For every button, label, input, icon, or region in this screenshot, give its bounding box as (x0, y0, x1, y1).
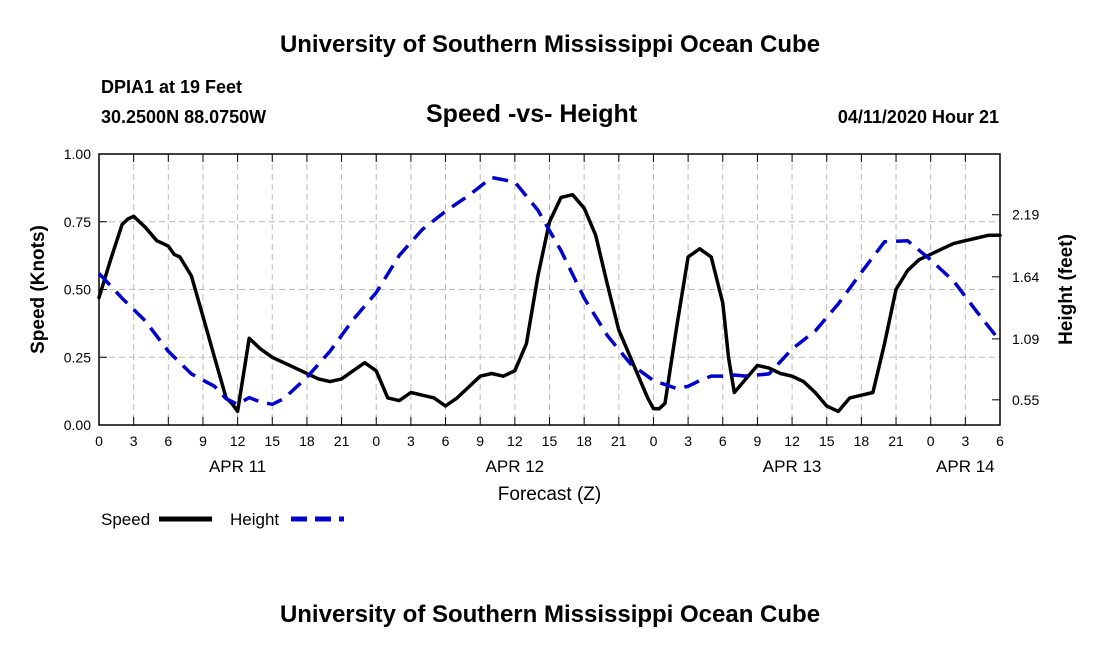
y2-axis-label: Height (feet) (1056, 234, 1077, 345)
y-axis-label: Speed (Knots) (28, 225, 49, 354)
y-tick-label-3: 0.75 (64, 214, 91, 230)
x-tick-label-19: 9 (754, 433, 762, 449)
x-tick-label-22: 18 (854, 433, 870, 449)
day-label-0: APR 11 (209, 457, 266, 476)
datetime-label: 04/11/2020 Hour 21 (837, 107, 999, 127)
y-tick-label-0: 0.00 (64, 417, 91, 433)
y-tick-label-4: 1.00 (64, 146, 91, 162)
x-tick-label-15: 21 (611, 433, 627, 449)
x-tick-label-10: 6 (442, 433, 450, 449)
x-tick-label-20: 12 (784, 433, 800, 449)
coordinates-label: 30.2500N 88.0750W (101, 107, 267, 127)
x-tick-label-26: 6 (996, 433, 1004, 449)
x-tick-label-12: 12 (507, 433, 523, 449)
x-tick-label-5: 15 (264, 433, 280, 449)
series-line-height (97, 175, 1002, 407)
y2-tick-label-3: 2.19 (1012, 207, 1039, 223)
x-tick-label-6: 18 (299, 433, 315, 449)
day-label-3: APR 14 (936, 457, 995, 476)
station-label: DPIA1 at 19 Feet (101, 77, 243, 97)
x-tick-label-25: 3 (961, 433, 969, 449)
x-tick-label-21: 15 (819, 433, 835, 449)
legend-label-speed: Speed (101, 510, 150, 529)
day-label-1: APR 12 (486, 457, 545, 476)
y-tick-label-1: 0.25 (64, 349, 91, 365)
y2-tick-label-1: 1.09 (1012, 331, 1039, 347)
x-tick-label-14: 18 (576, 433, 592, 449)
y2-tick-label-0: 0.55 (1012, 392, 1039, 408)
x-tick-label-4: 12 (230, 433, 246, 449)
x-tick-label-23: 21 (888, 433, 904, 449)
chart-title: Speed -vs- Height (426, 100, 638, 128)
x-tick-label-7: 21 (334, 433, 350, 449)
x-tick-label-17: 3 (684, 433, 692, 449)
x-tick-label-2: 6 (164, 433, 172, 449)
day-label-2: APR 13 (763, 457, 822, 476)
x-tick-label-1: 3 (130, 433, 138, 449)
x-tick-label-24: 0 (927, 433, 935, 449)
y-tick-label-2: 0.50 (64, 282, 91, 298)
top-title: University of Southern Mississippi Ocean… (279, 31, 821, 58)
x-tick-label-13: 15 (542, 433, 558, 449)
x-tick-label-18: 6 (719, 433, 727, 449)
x-tick-label-3: 9 (199, 433, 207, 449)
x-axis-label: Forecast (Z) (498, 484, 601, 505)
x-tick-label-0: 0 (95, 433, 103, 449)
legend-label-height: Height (230, 510, 279, 529)
bottom-title: University of Southern Mississippi Ocean… (279, 601, 821, 628)
y2-tick-label-2: 1.64 (1012, 269, 1039, 285)
x-tick-label-8: 0 (372, 433, 380, 449)
x-tick-label-9: 3 (407, 433, 415, 449)
x-tick-label-11: 9 (476, 433, 484, 449)
x-tick-label-16: 0 (650, 433, 658, 449)
